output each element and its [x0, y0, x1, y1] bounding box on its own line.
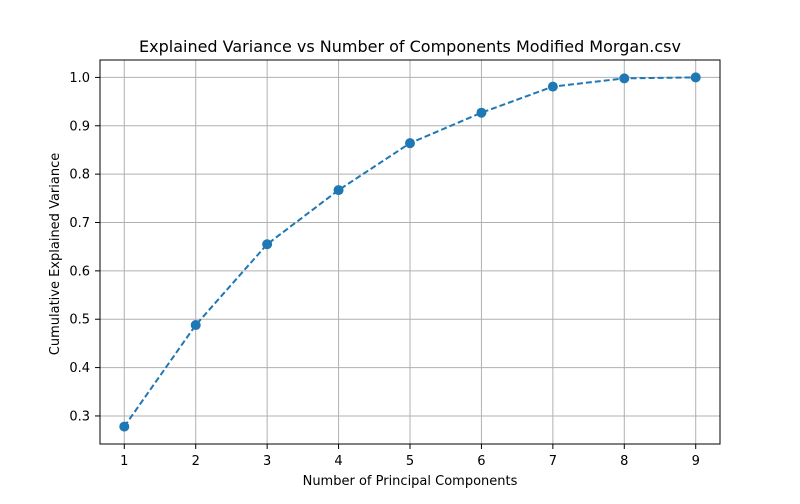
- y-tick-label: 0.8: [69, 168, 90, 183]
- x-tick-label: 1: [120, 454, 128, 469]
- x-tick-label: 9: [692, 454, 700, 469]
- x-axis-label: Number of Principal Components: [303, 474, 518, 489]
- y-tick-label: 0.5: [69, 313, 90, 328]
- data-point: [190, 320, 201, 331]
- y-tick-label: 0.4: [69, 361, 90, 376]
- x-tick-label: 4: [334, 454, 342, 469]
- y-tick-label: 0.7: [69, 216, 90, 231]
- grid-lines: [100, 60, 720, 444]
- data-point: [690, 72, 701, 83]
- y-tick-label: 0.3: [69, 409, 90, 424]
- y-tick-label: 0.6: [69, 264, 90, 279]
- data-point: [547, 81, 558, 92]
- x-tick-label: 7: [549, 454, 557, 469]
- data-point: [476, 107, 487, 118]
- y-axis-label: Cumulative Explained Variance: [48, 153, 63, 355]
- tick-marks: 1 2 3 4 5 6 7 8 9 0.3 0.4 0.5 0.6 0.7 0.8 0.9 1.0: [69, 71, 700, 469]
- chart-title: Explained Variance vs Number of Componen…: [139, 37, 681, 56]
- x-tick-label: 5: [406, 454, 414, 469]
- series-layer: [119, 72, 701, 432]
- data-point: [619, 73, 630, 84]
- data-point: [262, 239, 273, 250]
- data-point: [119, 421, 130, 432]
- data-point: [333, 185, 344, 196]
- x-tick-label: 8: [620, 454, 628, 469]
- data-point: [405, 138, 415, 149]
- x-tick-label: 2: [192, 454, 200, 469]
- x-tick-label: 6: [477, 454, 485, 469]
- y-tick-label: 0.9: [69, 119, 90, 134]
- x-tick-label: 3: [263, 454, 271, 469]
- y-tick-label: 1.0: [69, 71, 90, 86]
